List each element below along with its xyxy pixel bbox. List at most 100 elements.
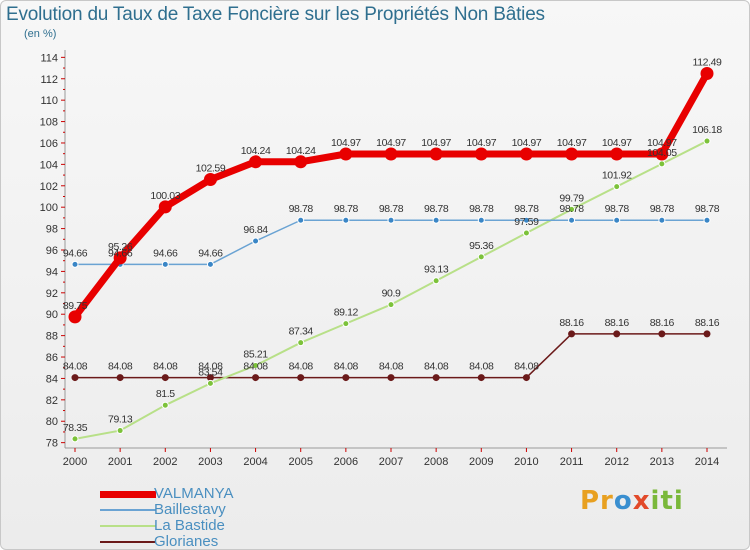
data-label-valmanya: 102.59: [196, 162, 226, 174]
legend-item-la-bastide: La Bastide: [100, 518, 233, 534]
data-point-baillestavy: [342, 216, 350, 224]
data-label-baillestavy: 94.66: [63, 247, 88, 259]
data-label-valmanya: 104.97: [331, 137, 361, 149]
y-tick-label: 112: [40, 74, 58, 86]
data-point-valmanya: [294, 155, 308, 169]
data-label-glorianes: 84.08: [379, 361, 404, 373]
data-label-valmanya: 104.97: [557, 137, 587, 149]
data-point-glorianes: [252, 374, 260, 382]
data-label-la-bastide: 90.9: [382, 288, 401, 300]
data-label-glorianes: 84.08: [289, 361, 314, 373]
data-label-glorianes: 88.16: [559, 317, 584, 329]
y-tick-label: 102: [40, 181, 58, 193]
data-point-la-bastide: [387, 301, 395, 309]
x-tick-label: 2005: [288, 456, 312, 468]
data-point-valmanya: [519, 147, 533, 161]
x-tick-label: 2008: [424, 456, 448, 468]
data-point-baillestavy: [613, 216, 621, 224]
chart-subtitle: (en %): [24, 28, 57, 40]
data-point-baillestavy: [387, 216, 395, 224]
data-label-valmanya: 104.97: [421, 137, 451, 149]
data-label-la-bastide: 79.13: [108, 414, 133, 426]
data-label-la-bastide: 78.35: [63, 422, 88, 434]
data-point-glorianes: [342, 374, 350, 382]
x-tick-label: 2002: [153, 456, 177, 468]
data-point-valmanya: [610, 147, 624, 161]
y-tick-label: 110: [40, 95, 58, 107]
data-label-la-bastide: 87.34: [289, 326, 314, 338]
data-label-valmanya: 104.97: [647, 137, 677, 149]
data-label-baillestavy: 98.78: [424, 203, 449, 215]
data-label-valmanya: 104.97: [512, 137, 542, 149]
x-tick-label: 2010: [514, 456, 538, 468]
data-label-glorianes: 84.08: [243, 361, 268, 373]
data-point-glorianes: [161, 374, 169, 382]
data-point-valmanya: [384, 147, 398, 161]
data-label-baillestavy: 98.78: [289, 203, 314, 215]
y-tick-label: 114: [40, 52, 58, 64]
y-tick-label: 84: [46, 373, 58, 385]
data-point-valmanya: [113, 251, 127, 265]
data-point-baillestavy: [71, 260, 79, 268]
data-point-la-bastide: [297, 339, 305, 347]
data-label-valmanya: 104.97: [466, 137, 496, 149]
data-label-glorianes: 84.08: [153, 361, 178, 373]
legend-label: Baillestavy: [154, 501, 226, 518]
x-tick-label: 2013: [650, 456, 674, 468]
data-point-la-bastide: [116, 427, 124, 435]
y-tick-label: 90: [46, 309, 58, 321]
legend-swatch: [100, 525, 156, 527]
data-point-baillestavy: [568, 216, 576, 224]
data-point-baillestavy: [252, 237, 260, 245]
data-label-baillestavy: 98.78: [559, 203, 584, 215]
legend-item-valmanya: VALMANYA: [100, 486, 233, 502]
x-tick-label: 2012: [604, 456, 628, 468]
data-point-la-bastide: [477, 253, 485, 261]
y-tick-label: 92: [46, 288, 58, 300]
data-label-baillestavy: 94.66: [198, 247, 223, 259]
data-label-la-bastide: 93.13: [424, 264, 449, 276]
proxiti-logo: Proxiti: [580, 486, 684, 516]
data-point-valmanya: [339, 147, 353, 161]
data-point-valmanya: [68, 310, 82, 324]
data-point-valmanya: [429, 147, 443, 161]
data-label-la-bastide: 97.59: [514, 216, 539, 228]
data-label-baillestavy: 98.78: [650, 203, 675, 215]
y-tick-label: 80: [46, 416, 58, 428]
data-point-la-bastide: [658, 160, 666, 168]
x-tick-label: 2001: [108, 456, 132, 468]
x-tick-label: 2003: [198, 456, 222, 468]
data-label-baillestavy: 98.78: [334, 203, 359, 215]
data-label-glorianes: 84.08: [514, 361, 539, 373]
data-point-baillestavy: [703, 216, 711, 224]
data-label-glorianes: 84.08: [469, 361, 494, 373]
data-point-la-bastide: [568, 205, 576, 213]
data-label-glorianes: 84.08: [334, 361, 359, 373]
data-label-la-bastide: 104.05: [647, 147, 677, 159]
data-point-glorianes: [658, 330, 666, 338]
data-point-la-bastide: [522, 229, 530, 237]
data-label-la-bastide: 89.12: [334, 307, 359, 319]
data-label-baillestavy: 98.78: [514, 203, 539, 215]
data-label-baillestavy: 98.78: [605, 203, 630, 215]
data-point-la-bastide: [161, 401, 169, 409]
data-label-baillestavy: 98.78: [469, 203, 494, 215]
data-point-baillestavy: [522, 216, 530, 224]
x-tick-label: 2007: [379, 456, 403, 468]
data-label-la-bastide: 83.54: [198, 366, 223, 378]
data-point-baillestavy: [658, 216, 666, 224]
data-label-la-bastide: 99.79: [559, 192, 584, 204]
data-point-baillestavy: [477, 216, 485, 224]
data-point-valmanya: [249, 155, 263, 169]
data-label-baillestavy: 94.66: [108, 247, 133, 259]
y-tick-label: 86: [46, 352, 58, 364]
data-label-la-bastide: 106.18: [692, 124, 722, 136]
data-label-baillestavy: 96.84: [243, 224, 268, 236]
data-label-valmanya: 89.75: [63, 300, 88, 312]
data-label-valmanya: 95.26: [108, 241, 133, 253]
y-tick-label: 100: [40, 202, 58, 214]
data-point-valmanya: [565, 147, 579, 161]
legend-item-baillestavy: Baillestavy: [100, 502, 233, 518]
